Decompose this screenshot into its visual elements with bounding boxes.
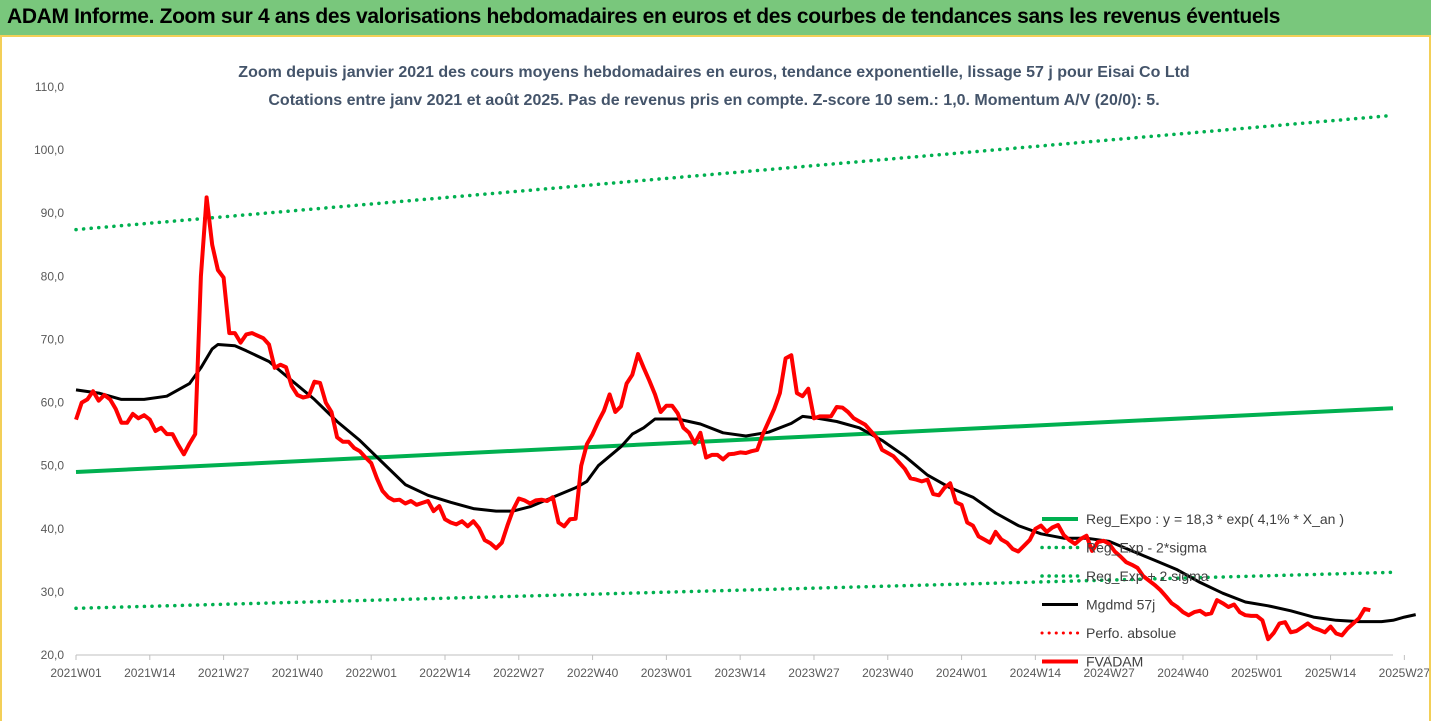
series-line-mgdmd: [75, 343, 1417, 624]
x-tick-label: 2024W01: [936, 666, 988, 680]
y-tick-label: 60,0: [41, 396, 65, 410]
y-tick-label: 90,0: [41, 206, 65, 220]
x-tick-label: 2021W27: [198, 666, 250, 680]
x-tick-label: 2024W14: [1010, 666, 1062, 680]
legend: Reg_Expo : y = 18,3 * exp( 4,1% * X_an )…: [1040, 511, 1344, 670]
legend-label: FVADAM: [1086, 654, 1143, 670]
series-line-reg-expo: [75, 406, 1394, 474]
x-tick-label: 2021W01: [50, 666, 102, 680]
x-tick-label: 2022W27: [493, 666, 545, 680]
x-tick-label: 2022W01: [346, 666, 398, 680]
x-tick-label: 2025W01: [1231, 666, 1283, 680]
y-tick-label: 70,0: [41, 332, 65, 346]
x-tick-label: 2023W27: [788, 666, 840, 680]
y-tick-label: 30,0: [41, 585, 65, 599]
chart-title-line-2: Cotations entre janv 2021 et août 2025. …: [268, 92, 1159, 109]
x-tick-label: 2021W40: [272, 666, 324, 680]
series-line-fvadam: [74, 195, 1371, 642]
y-tick-label: 110,0: [35, 80, 64, 94]
x-tick-label: 2022W14: [419, 666, 471, 680]
legend-label: Reg_Expo : y = 18,3 * exp( 4,1% * X_an ): [1086, 511, 1344, 527]
x-tick-label: 2024W40: [1157, 666, 1209, 680]
x-tick-label: 2024W27: [1083, 666, 1135, 680]
series-lines: [74, 113, 1417, 642]
y-tick-label: 20,0: [41, 648, 65, 662]
series-line-reg-exp: [74, 570, 1395, 611]
y-tick-label: 40,0: [41, 522, 65, 536]
x-tick-label: 2025W14: [1305, 666, 1357, 680]
x-tick-label: 2023W01: [641, 666, 693, 680]
price-trend-chart: Zoom depuis janvier 2021 des cours moyen…: [34, 64, 1429, 680]
series-line-reg-exp: [74, 113, 1395, 232]
y-tick-label: 100,0: [34, 143, 64, 157]
x-tick-label: 2022W40: [567, 666, 619, 680]
legend-label: Reg_Exp - 2*sigma: [1086, 540, 1207, 556]
x-tick-label: 2023W40: [862, 666, 914, 680]
x-tick-label: 2025W27: [1379, 666, 1429, 680]
x-tick-label: 2023W14: [714, 666, 766, 680]
y-tick-label: 50,0: [41, 459, 65, 473]
legend-label: Mgdmd 57j: [1086, 597, 1155, 613]
legend-label: Perfo. absolue: [1086, 625, 1176, 641]
chart-frame: Zoom depuis janvier 2021 des cours moyen…: [0, 37, 1431, 721]
legend-label: Reg_Exp + 2 sigma: [1086, 568, 1209, 584]
axes: 20,0 30,0 40,0 50,0 60,0 70,0 80,0 90,0 100,0 110…: [34, 80, 1429, 680]
report-banner: ADAM Informe. Zoom sur 4 ans des valoris…: [0, 0, 1431, 37]
report-banner-title: ADAM Informe. Zoom sur 4 ans des valoris…: [7, 5, 1281, 28]
chart-title-line-1: Zoom depuis janvier 2021 des cours moyen…: [238, 64, 1189, 81]
y-tick-label: 80,0: [41, 269, 65, 283]
x-tick-label: 2021W14: [124, 666, 176, 680]
